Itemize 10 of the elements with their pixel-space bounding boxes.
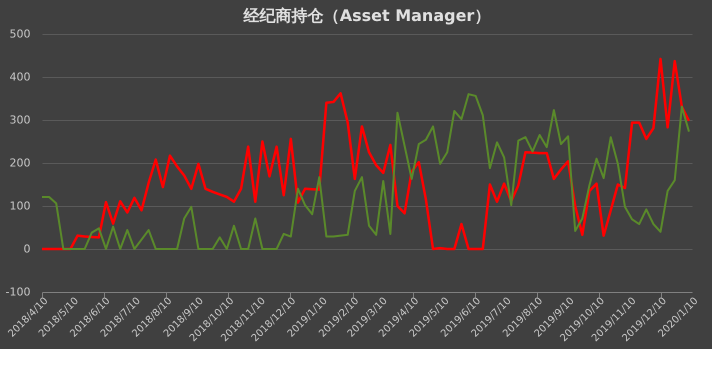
y-tick-label: -100 [6, 286, 30, 298]
y-tick-label: 500 [10, 28, 30, 40]
line-series [42, 93, 690, 250]
y-tick-label: 200 [10, 156, 30, 170]
y-tick-label: 300 [10, 114, 30, 126]
y-tick-label: 400 [10, 70, 30, 84]
chart-title: 经纪商持仓（Asset Manager） [242, 6, 490, 25]
y-tick-label: 0 [24, 242, 30, 256]
line-series [42, 58, 690, 250]
y-tick-label: 100 [10, 200, 30, 212]
